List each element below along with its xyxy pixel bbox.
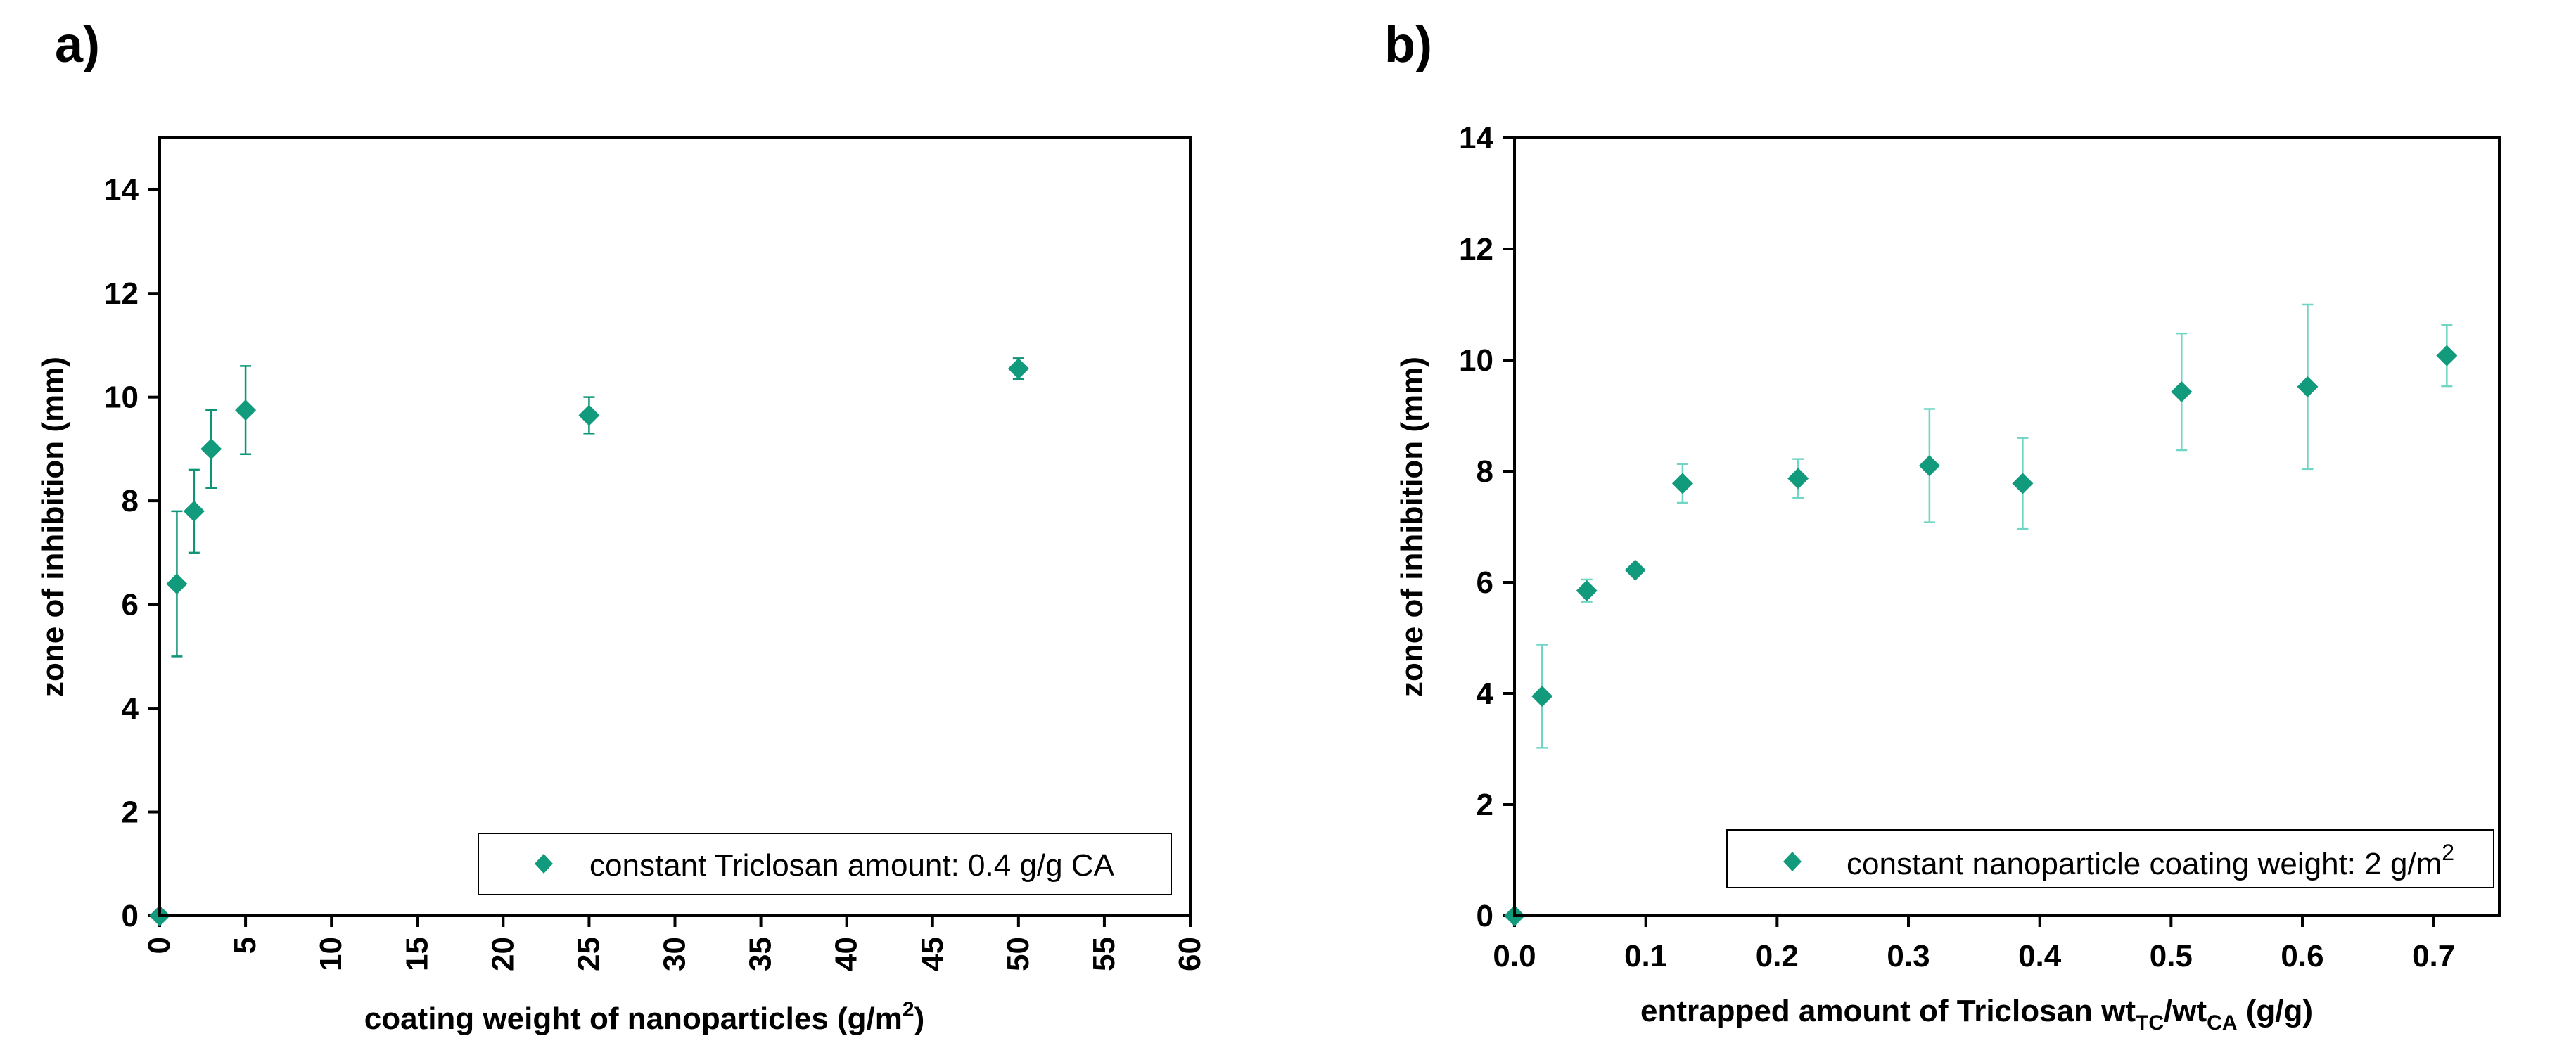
panel-b-ytick-label: 0 (1477, 899, 1493, 933)
panel-b-ytick-label: 14 (1459, 121, 1493, 155)
panel-a-ytick-label: 10 (104, 380, 139, 415)
panel-a-ytick-label: 12 (104, 276, 139, 311)
panel-b-xtick-label: 0.4 (2018, 939, 2062, 973)
panel-a-label: a) (55, 17, 100, 73)
panel-a-xtick-label: 25 (571, 937, 606, 971)
panel-b-ylabel: zone of inhibition (mm) (1395, 357, 1429, 697)
panel-a-data-point (183, 500, 205, 522)
panel-b-xtick-label: 0.0 (1493, 939, 1536, 973)
panel-b-xlabel-mid: /wt (2164, 994, 2207, 1028)
panel-a-data-point (235, 399, 257, 421)
panel-b-data-point (1531, 685, 1553, 707)
panel-a-data-point (200, 438, 222, 460)
panel-b-label: b) (1384, 17, 1432, 73)
panel-b-ticks: 0.0 0.1 0.2 0.3 0.4 0.5 0.6 0.7 0 2 4 6 8 10 12 14 (1459, 121, 2455, 973)
panel-a-ytick-label: 6 (122, 588, 139, 622)
panel-b-xlabel: entrapped amount of Triclosan wtTC/wtCA … (1640, 994, 2313, 1035)
panel-b-xlabel-pre: entrapped amount of Triclosan wt (1640, 994, 2136, 1028)
panel-a-xtick-label: 10 (314, 937, 348, 971)
panel-b-xtick-label: 0.6 (2281, 939, 2323, 973)
panel-b-data-point (1671, 473, 1693, 494)
panel-a-data-point (578, 404, 600, 426)
panel-a-plot-frame (158, 136, 1192, 917)
panel-a-xtick-label: 45 (915, 937, 950, 971)
panel-b: b) 0.0 0.1 0.2 0.3 0.4 0.5 0.6 0.7 0 2 4 6 8 10 12 14 c… (1384, 17, 2501, 1035)
panel-b-xlabel-post: (g/g) (2238, 994, 2314, 1028)
panel-b-ytick-label: 6 (1477, 565, 1493, 600)
panel-a-legend-marker (535, 854, 553, 874)
panel-b-legend-marker (1783, 852, 1802, 871)
panel-a-ytick-label: 8 (122, 484, 139, 518)
panel-a: a) 0 5 10 15 20 25 30 35 40 45 50 55 60 0 2 4 6 8 10 12 14 c… (36, 17, 1207, 1036)
panel-b-legend-text-sup: 2 (2442, 840, 2454, 865)
panel-a-xtick-label: 5 (228, 937, 262, 954)
panel-b-xtick-label: 0.5 (2150, 939, 2193, 973)
panel-a-xtick-label: 15 (400, 937, 434, 971)
panel-a-xtick-label: 55 (1087, 937, 1121, 971)
panel-a-legend-box (478, 833, 1172, 895)
panel-b-xtick-label: 0.7 (2412, 939, 2455, 973)
panel-a-xtick-label: 60 (1173, 937, 1207, 971)
panel-a-xlabel-main: coating weight of nanoparticles (g/m (364, 1002, 903, 1036)
panel-b-legend: constant nanoparticle coating weight: 2 … (1726, 829, 2494, 888)
panel-b-plot-frame (1513, 136, 2501, 917)
panel-a-data-point (1007, 358, 1029, 380)
panel-b-ytick-label: 10 (1459, 343, 1493, 378)
panel-a-legend: constant Triclosan amount: 0.4 g/g CA (478, 833, 1172, 895)
panel-a-ytick-label: 2 (122, 795, 139, 830)
panel-a-xtick-label: 35 (744, 937, 778, 971)
panel-b-xtick-label: 0.1 (1624, 939, 1667, 973)
panel-a-ylabel: zone of inhibition (mm) (36, 357, 70, 697)
panel-b-points (1504, 345, 2458, 926)
panel-b-errorbars (1536, 303, 2453, 749)
panel-a-xtick-label: 30 (658, 937, 692, 971)
panel-b-xtick-label: 0.3 (1887, 939, 1930, 973)
panel-b-ytick-label: 2 (1477, 788, 1493, 822)
panel-a-legend-text: constant Triclosan amount: 0.4 g/g CA (589, 848, 1115, 883)
panel-b-data-point (1576, 580, 1598, 601)
panel-a-xlabel-end: ) (914, 1002, 925, 1036)
panel-a-data-point (166, 573, 188, 595)
panel-b-data-point (2171, 381, 2193, 403)
panel-a-xtick-label: 50 (1001, 937, 1035, 971)
panel-b-data-point (2436, 345, 2458, 366)
panel-b-data-point (1787, 468, 1809, 490)
panel-a-ytick-label: 0 (122, 899, 139, 933)
panel-a-xlabel-sup: 2 (903, 998, 914, 1021)
panel-a-xtick-label: 20 (485, 937, 520, 971)
panel-b-ytick-label: 12 (1459, 232, 1493, 267)
panel-b-ytick-label: 8 (1477, 454, 1493, 489)
panel-b-data-point (2297, 376, 2319, 397)
panel-b-xlabel-sub1: TC (2136, 1011, 2164, 1035)
panel-b-legend-box (1726, 829, 2494, 888)
panel-b-data-point (1918, 455, 1940, 477)
panel-b-data-point (2012, 473, 2034, 494)
panel-a-points (149, 358, 1029, 926)
panel-b-xlabel-sub2: CA (2207, 1011, 2237, 1035)
panel-a-errorbars (171, 357, 1024, 658)
panel-b-legend-text: constant nanoparticle coating weight: 2 … (1847, 840, 2454, 881)
panel-b-data-point (1624, 559, 1646, 581)
panel-b-xtick-label: 0.2 (1756, 939, 1799, 973)
panel-a-ytick-label: 4 (122, 691, 139, 726)
panel-a-xlabel: coating weight of nanoparticles (g/m2) (364, 998, 925, 1036)
panel-a-xtick-label: 40 (829, 937, 864, 971)
panel-b-legend-text-main: constant nanoparticle coating weight: 2 … (1847, 847, 2442, 881)
panel-a-ytick-label: 14 (104, 173, 139, 207)
panel-b-ytick-label: 4 (1477, 677, 1494, 711)
panel-a-ticks: 0 5 10 15 20 25 30 35 40 45 50 55 60 0 2 4 6 8 10 12 14 (104, 173, 1207, 971)
panel-a-xtick-label: 0 (142, 937, 177, 954)
